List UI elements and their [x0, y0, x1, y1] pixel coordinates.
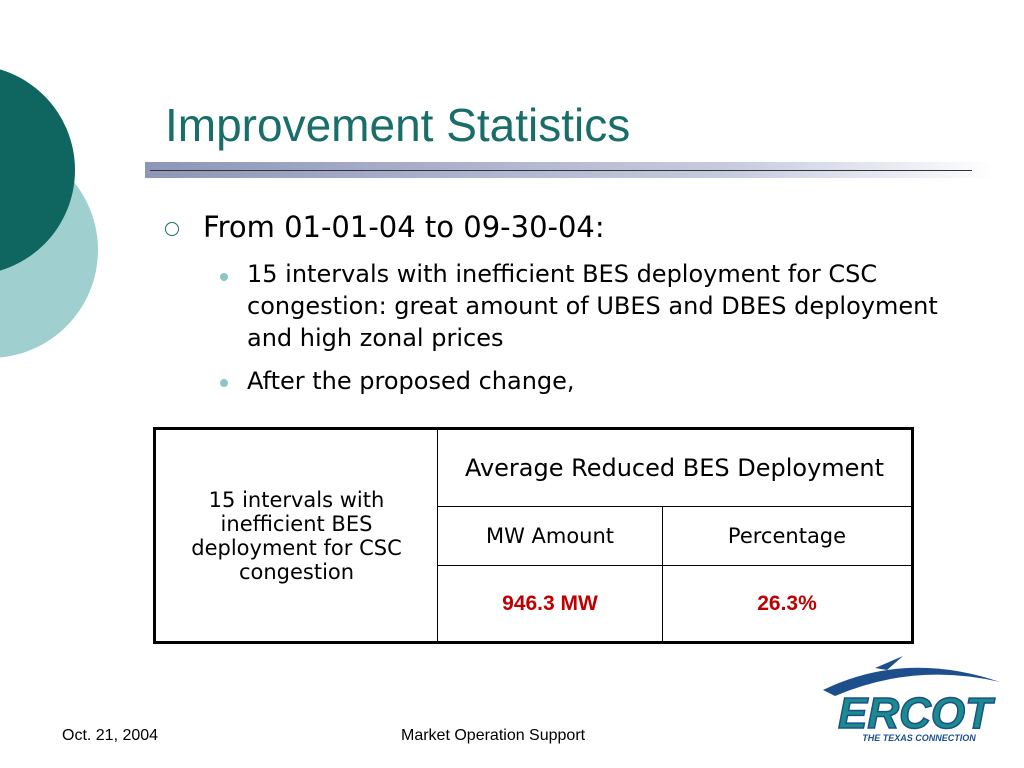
decor-circles	[0, 69, 98, 358]
stats-table: 15 intervals with inefficient BES deploy…	[153, 427, 914, 644]
logo-swoosh-tip	[875, 656, 903, 670]
sub-bullet: 15 intervals with inefficient BES deploy…	[247, 260, 938, 352]
row-header: 15 intervals with inefficient BES deploy…	[154, 428, 438, 643]
title-rule-line	[150, 170, 972, 171]
logo: ERCOT THE TEXAS CONNECTION	[823, 656, 1000, 743]
sub-bullet-marker	[220, 379, 228, 387]
footer-date: Oct. 21, 2004	[62, 727, 159, 744]
sub-bullet-marker	[220, 273, 228, 281]
logo-name: ERCOT	[838, 689, 995, 738]
bullet: From 01-01-04 to 09-30-04:	[203, 210, 605, 244]
column-header: MW Amount	[437, 506, 663, 566]
value-cell: 946.3 MW	[437, 565, 663, 643]
circle-dark	[0, 69, 75, 271]
logo-swoosh	[823, 667, 1000, 696]
sub-bullet: After the proposed change,	[247, 367, 575, 395]
group-header: Average Reduced BES Deployment	[437, 428, 913, 507]
bullet-marker	[165, 222, 179, 236]
slide-title: Improvement Statistics	[165, 99, 631, 151]
column-header: Percentage	[662, 506, 913, 566]
logo-tagline: THE TEXAS CONNECTION	[862, 733, 976, 743]
footer-center: Market Operation Support	[401, 727, 586, 744]
value-cell: 26.3%	[662, 565, 913, 643]
